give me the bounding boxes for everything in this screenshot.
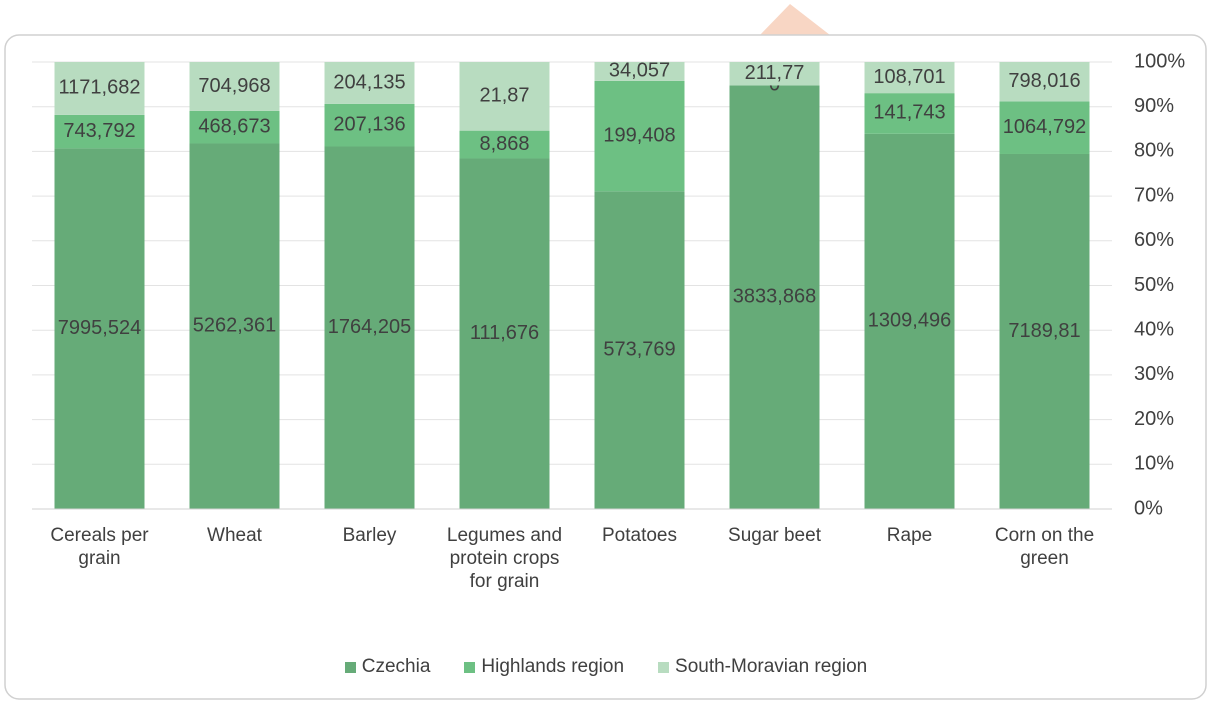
bar-segment xyxy=(999,62,1090,102)
bar-segment xyxy=(459,130,550,159)
data-label: 1171,682 xyxy=(59,77,141,99)
data-label: 1309,496 xyxy=(868,310,951,332)
data-label: 573,769 xyxy=(603,338,675,360)
y-tick-label: 80% xyxy=(1134,140,1174,162)
data-label: 468,673 xyxy=(198,116,270,138)
bar-segment xyxy=(54,62,145,115)
data-label: 111,676 xyxy=(470,322,539,344)
data-label: 3833,868 xyxy=(733,285,816,307)
bar-segment xyxy=(594,62,685,81)
x-tick-label: Barley xyxy=(342,525,397,546)
x-tick-label: Wheat xyxy=(207,525,262,546)
y-tick-label: 30% xyxy=(1134,363,1174,385)
bar-segment xyxy=(324,103,415,147)
x-tick-label: Cereals per grain xyxy=(50,525,149,569)
bar-segment xyxy=(864,133,955,510)
data-label: 108,701 xyxy=(873,66,945,88)
data-label: 1764,205 xyxy=(328,316,411,338)
y-tick-label: 90% xyxy=(1134,95,1174,117)
data-label: 21,87 xyxy=(479,85,529,107)
data-label: 8,868 xyxy=(479,133,529,155)
bar-segment xyxy=(729,85,820,510)
x-tick-label: Rape xyxy=(886,525,933,546)
y-tick-label: 0% xyxy=(1134,497,1163,519)
bar-segment xyxy=(594,80,685,192)
legend-label: Czechia xyxy=(361,656,431,677)
data-label: 704,968 xyxy=(198,75,270,97)
legend-item: Czechia xyxy=(344,656,431,678)
bar-segment xyxy=(324,62,415,104)
bar-segment xyxy=(324,146,415,509)
bar-segment xyxy=(999,101,1090,154)
legend-swatch xyxy=(464,661,476,673)
chart-frame xyxy=(4,34,1207,700)
legend-swatch xyxy=(658,661,670,673)
decoration xyxy=(760,4,830,35)
data-label: 207,136 xyxy=(333,114,405,136)
bar-segment xyxy=(54,148,145,510)
legend: Czechia Highlands region South-Moravian re… xyxy=(0,656,1212,678)
bar-segment xyxy=(594,191,685,510)
bar-segment xyxy=(459,158,550,509)
legend-item: South-Moravian region xyxy=(658,656,867,678)
x-tick-label: Potatoes xyxy=(602,525,677,546)
data-label: 204,135 xyxy=(333,71,405,93)
legend-label: South-Moravian region xyxy=(675,656,868,677)
y-tick-label: 50% xyxy=(1134,274,1174,296)
y-tick-label: 100% xyxy=(1134,50,1185,72)
data-label: 211,77 xyxy=(745,62,805,84)
bar-segment xyxy=(999,153,1090,510)
legend-swatch xyxy=(344,661,356,673)
bar-segment xyxy=(189,62,280,111)
x-tick-label: Legumes and protein crops for grain xyxy=(446,525,563,592)
y-tick-label: 60% xyxy=(1134,229,1174,251)
bar-segment xyxy=(189,110,280,144)
y-tick-label: 40% xyxy=(1134,318,1174,340)
x-tick-label: Corn on the green xyxy=(994,525,1095,569)
bar-segment xyxy=(189,143,280,510)
x-tick-label: Sugar beet xyxy=(728,525,821,546)
legend-label: Highlands region xyxy=(481,656,625,677)
data-label: 5262,361 xyxy=(193,315,276,337)
bar-segment xyxy=(864,93,955,134)
data-label: 141,743 xyxy=(873,102,945,124)
data-label: 798,016 xyxy=(1008,70,1080,92)
data-label: 1064,792 xyxy=(1003,116,1086,138)
data-label: 199,408 xyxy=(603,124,675,146)
bar-segment xyxy=(54,114,145,149)
data-label: 7189,81 xyxy=(1008,320,1080,342)
bar-segment xyxy=(459,62,550,131)
y-tick-label: 10% xyxy=(1134,453,1174,475)
data-label: 7995,524 xyxy=(58,317,141,339)
legend-item: Highlands region xyxy=(464,656,624,678)
data-label: 743,792 xyxy=(63,120,135,142)
bar-segment xyxy=(729,62,820,86)
bar-segment xyxy=(864,62,955,94)
y-tick-label: 70% xyxy=(1134,184,1174,206)
data-label: 34,057 xyxy=(609,60,670,82)
y-tick-label: 20% xyxy=(1134,408,1174,430)
